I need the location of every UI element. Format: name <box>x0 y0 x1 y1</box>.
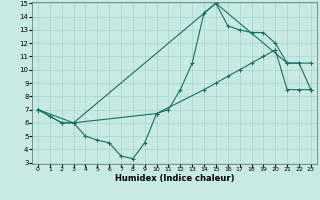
X-axis label: Humidex (Indice chaleur): Humidex (Indice chaleur) <box>115 174 234 183</box>
